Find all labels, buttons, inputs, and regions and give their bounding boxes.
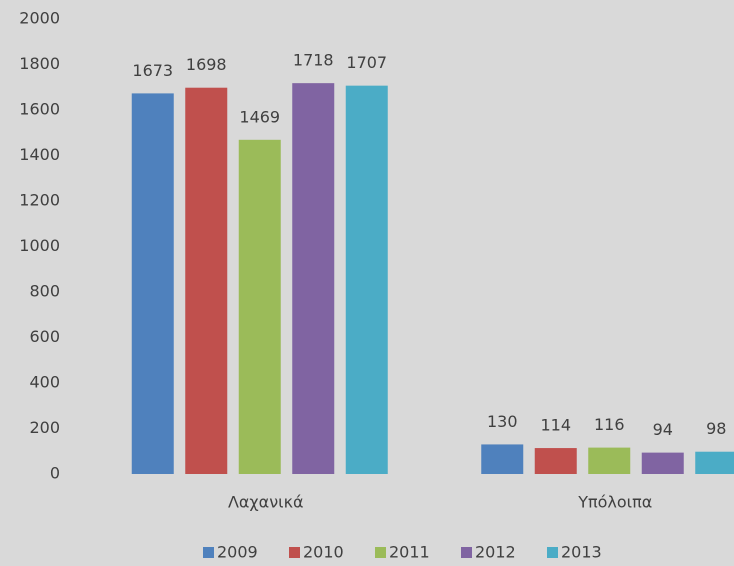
y-tick-label: 200 <box>29 418 60 437</box>
bar <box>534 448 577 474</box>
y-tick-label: 1000 <box>19 236 60 255</box>
legend-swatch <box>547 547 558 558</box>
legend-swatch <box>289 547 300 558</box>
data-label: 1673 <box>132 61 173 80</box>
y-tick-label: 1400 <box>19 145 60 164</box>
x-tick-label: Υπόλοιπα <box>577 493 652 512</box>
y-tick-label: 2000 <box>19 9 60 28</box>
data-label: 94 <box>653 420 673 439</box>
bar <box>695 451 734 474</box>
legend-swatch <box>461 547 472 558</box>
y-tick-label: 0 <box>50 464 60 483</box>
y-tick-label: 600 <box>29 327 60 346</box>
y-tick-label: 400 <box>29 373 60 392</box>
bar <box>185 87 228 474</box>
data-label: 114 <box>540 416 571 435</box>
data-label: 1707 <box>346 53 387 72</box>
y-tick-label: 800 <box>29 282 60 301</box>
data-label: 130 <box>487 412 518 431</box>
x-tick-label: Λαχανικά <box>228 493 304 512</box>
y-tick-label: 1800 <box>19 54 60 73</box>
legend-label: 2012 <box>475 543 516 562</box>
data-label: 1698 <box>186 55 227 74</box>
bar <box>588 447 631 474</box>
bar <box>481 444 524 474</box>
legend-label: 2009 <box>217 543 258 562</box>
data-label: 1718 <box>293 51 334 70</box>
y-tick-label: 1200 <box>19 191 60 210</box>
data-label: 116 <box>594 415 625 434</box>
data-label: 1469 <box>239 107 280 126</box>
legend-swatch <box>375 547 386 558</box>
legend-label: 2011 <box>389 543 430 562</box>
bar <box>238 139 281 475</box>
legend-swatch <box>203 547 214 558</box>
legend-label: 2010 <box>303 543 344 562</box>
bar <box>641 452 684 474</box>
legend-label: 2013 <box>561 543 602 562</box>
data-label: 98 <box>706 419 726 438</box>
bar <box>345 85 388 474</box>
bar <box>292 83 335 474</box>
y-tick-label: 1600 <box>19 100 60 119</box>
bar <box>131 93 174 474</box>
